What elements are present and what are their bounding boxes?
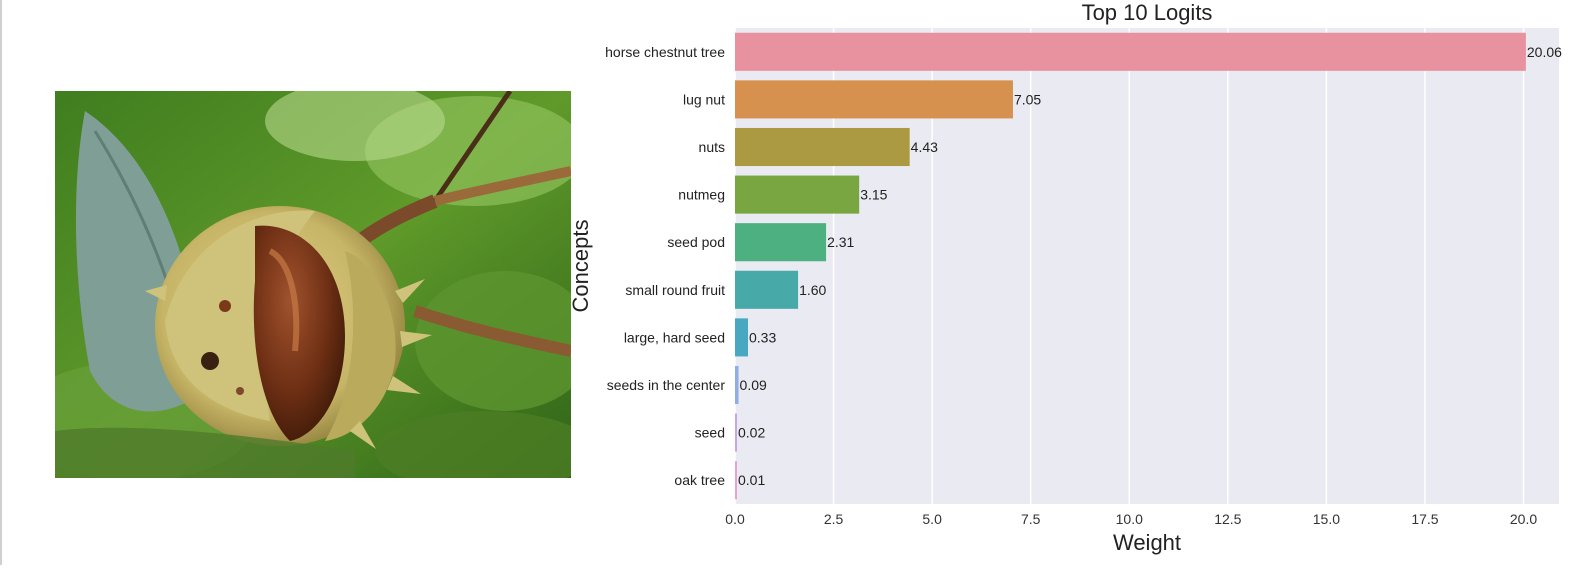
- chestnut-photo: [55, 91, 571, 478]
- bar: [735, 80, 1013, 119]
- category-label: seeds in the center: [607, 377, 726, 393]
- x-tick-label: 0.0: [725, 511, 745, 527]
- bars: [735, 32, 1526, 500]
- bar-value-label: 7.05: [1014, 91, 1041, 107]
- x-tick-label: 15.0: [1313, 511, 1340, 527]
- bar-value-label: 20.06: [1527, 44, 1562, 60]
- bar: [735, 461, 737, 500]
- category-label: seed pod: [667, 234, 725, 250]
- x-tick-labels: 0.0 2.5 5.0 7.5 10.0 12.5 15.0 17.5 20.0: [725, 511, 1537, 527]
- bar: [735, 270, 799, 309]
- window-left-border: [0, 0, 2, 565]
- bar: [735, 127, 910, 167]
- category-label: oak tree: [674, 472, 725, 488]
- category-label: nuts: [699, 139, 725, 155]
- category-labels: horse chestnut tree lug nut nuts nutmeg seed…: [605, 44, 725, 488]
- x-tick-label: 12.5: [1214, 511, 1241, 527]
- x-tick-label: 20.0: [1510, 511, 1537, 527]
- bar-value-label: 4.43: [911, 139, 938, 155]
- category-label: large, hard seed: [624, 329, 725, 345]
- x-tick-label: 2.5: [824, 511, 844, 527]
- bar-value-label: 1.60: [799, 282, 826, 298]
- bar-value-label: 3.15: [860, 187, 887, 203]
- bar: [735, 175, 860, 214]
- category-label: lug nut: [683, 91, 725, 107]
- x-tick-label: 7.5: [1021, 511, 1041, 527]
- chart-title: Top 10 Logits: [1082, 0, 1213, 25]
- bar: [735, 365, 739, 405]
- category-label: horse chestnut tree: [605, 44, 725, 60]
- bar: [735, 32, 1526, 71]
- x-axis-label: Weight: [1113, 530, 1181, 555]
- bar-value-label: 0.01: [738, 472, 765, 488]
- x-tick-label: 17.5: [1411, 511, 1438, 527]
- bar-chart: 20.06 7.05 4.43 3.15 2.31 1.60 0.33 0.09 0.02 0.0…: [568, 0, 1596, 565]
- bar-value-label: 0.02: [738, 425, 765, 441]
- category-label: nutmeg: [678, 187, 725, 203]
- category-label: small round fruit: [625, 282, 725, 298]
- bar: [735, 318, 749, 357]
- category-label: seed: [695, 425, 725, 441]
- x-tick-label: 10.0: [1116, 511, 1143, 527]
- x-tick-label: 5.0: [922, 511, 942, 527]
- bar: [735, 223, 827, 262]
- bar-value-label: 0.33: [749, 329, 776, 345]
- bar-value-label: 2.31: [827, 234, 854, 250]
- bar-value-label: 0.09: [740, 377, 767, 393]
- bar: [735, 413, 737, 452]
- value-labels: 20.06 7.05 4.43 3.15 2.31 1.60 0.33 0.09 0.02 0.0…: [738, 44, 1562, 488]
- y-axis-label: Concepts: [572, 220, 593, 313]
